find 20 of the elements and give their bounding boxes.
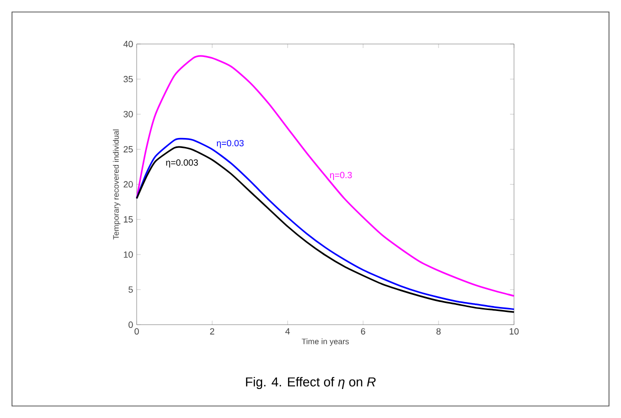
line-series: [136, 55, 515, 297]
series-label: η=0.03: [216, 140, 244, 148]
y-tick-label: 35: [124, 76, 133, 82]
y-tick-label: 25: [124, 146, 133, 152]
x-tick-label: 6: [361, 328, 366, 335]
y-tick-label: 0: [128, 322, 133, 328]
x-tick-label: 8: [436, 328, 441, 335]
series-label: η=0.3: [330, 172, 352, 180]
y-tick-label: 30: [124, 110, 133, 118]
y-tick-label: 15: [124, 216, 133, 223]
x-tick-label: 4: [285, 328, 290, 334]
text: Fig. 4. Effect of η on R: [246, 376, 376, 390]
series-label: η=0.003: [166, 159, 198, 168]
x-tick-label: 0: [134, 328, 139, 335]
y-tick-label: 40: [123, 40, 133, 48]
x-tick-label: 2: [210, 328, 214, 334]
y-tick-label: 10: [124, 251, 133, 258]
y-tick-label: 20: [124, 181, 133, 188]
y-tick-label: 5: [128, 286, 133, 293]
x-tick-label: 10: [510, 328, 519, 335]
